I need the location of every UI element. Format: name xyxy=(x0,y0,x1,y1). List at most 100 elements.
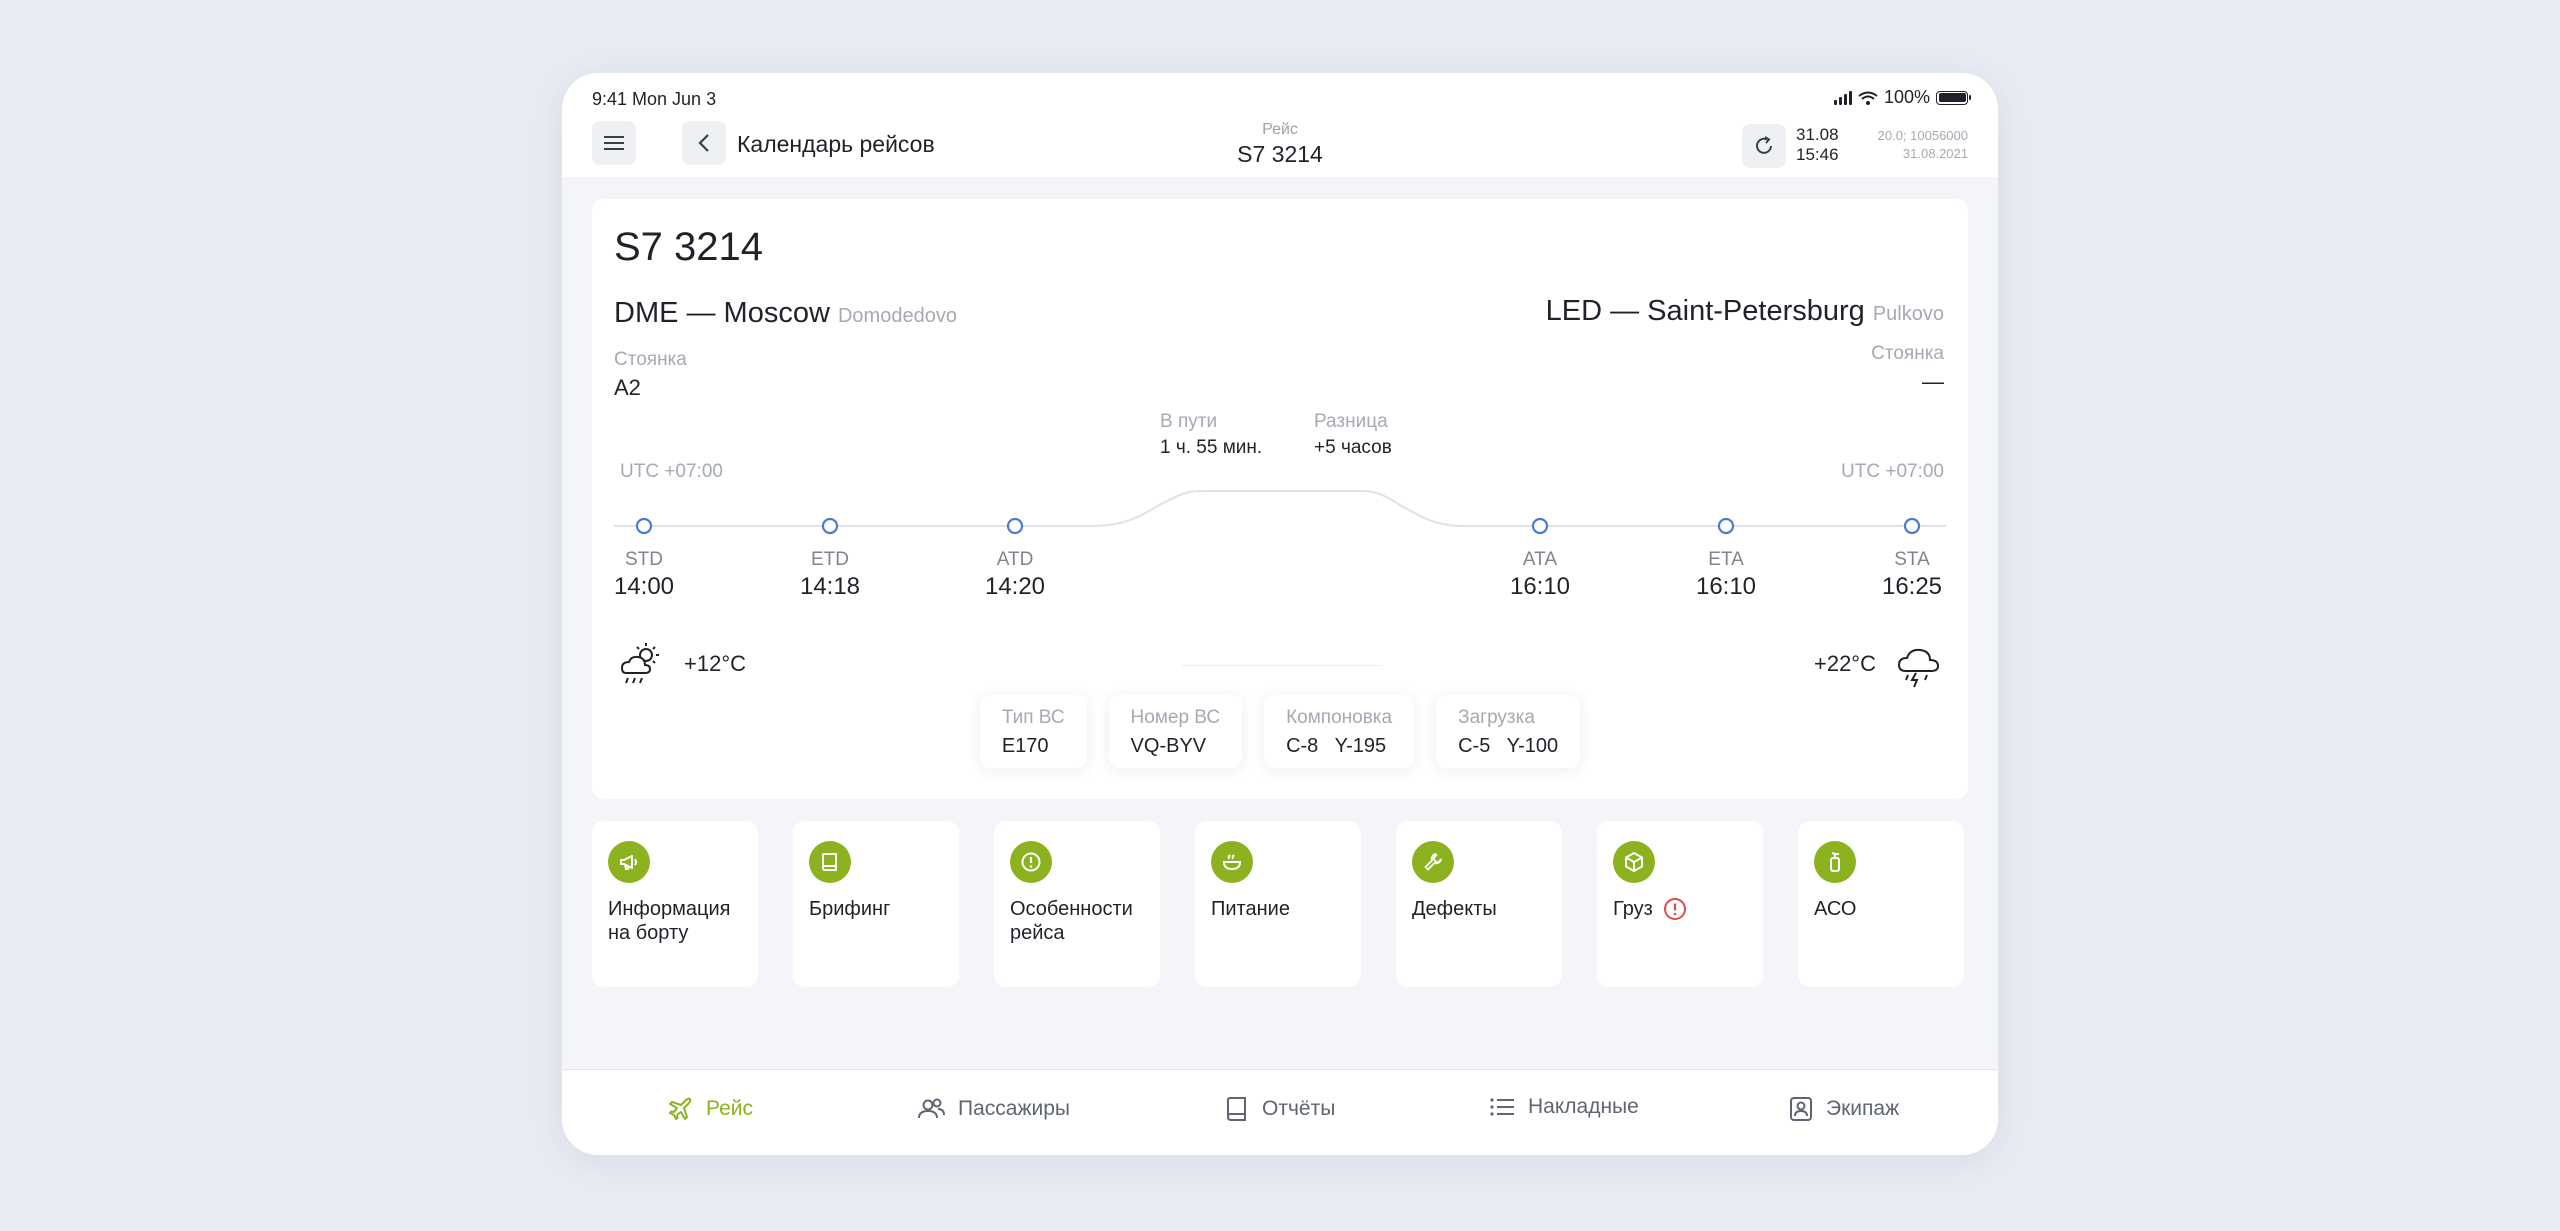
tile-flight-specifics[interactable]: Особенности рейса xyxy=(994,821,1160,987)
megaphone-icon xyxy=(608,841,650,883)
list-icon xyxy=(1490,1098,1514,1116)
timeline-point-atd: ATD 14:20 xyxy=(955,549,1075,601)
arrival-temperature: +22°C xyxy=(1813,651,1876,676)
timeline-point-eta: ETA 16:10 xyxy=(1666,549,1786,601)
timeline-dot-etd xyxy=(821,517,839,535)
battery-icon xyxy=(1936,90,1971,105)
timeline-code: ATA xyxy=(1522,549,1558,570)
status-time: 9:41 Mon Jun 3 xyxy=(592,89,717,109)
time-difference-label: Разница xyxy=(1314,411,1388,432)
report-book-icon xyxy=(1227,1097,1246,1121)
last-sync: 31.08 15:46 xyxy=(1796,125,1839,165)
load-chip: Загрузка C-5 Y-100 xyxy=(1436,695,1581,768)
alert-circle-icon xyxy=(1010,841,1052,883)
timeline-time: 16:10 xyxy=(1695,573,1757,600)
timeline-code: ATD xyxy=(996,549,1034,570)
tile-catering[interactable]: Питание xyxy=(1195,821,1361,987)
flight-timeline xyxy=(614,490,1946,535)
divider xyxy=(1182,665,1382,666)
departure-utc: UTC +07:00 xyxy=(620,461,723,482)
tile-label: Дефекты xyxy=(1412,898,1497,920)
arrival-route: LED — Saint-Petersburg Pulkovo xyxy=(1546,295,1944,328)
page-title: Рейс S7 3214 xyxy=(562,121,1998,168)
last-sync-date: 31.08 xyxy=(1796,125,1839,144)
top-bar: 9:41 Mon Jun 3 100% Календарь рейсов Рей… xyxy=(562,73,1998,177)
users-icon xyxy=(918,1098,945,1119)
aircraft-info: Тип ВС E170 Номер ВС VQ-BYV Компоновка C… xyxy=(592,695,1968,768)
menu-button[interactable] xyxy=(592,121,636,165)
sync-button[interactable] xyxy=(1742,124,1786,168)
tab-label: Экипаж xyxy=(1826,1097,1900,1120)
tab-label: Рейс xyxy=(706,1097,753,1120)
tab-flight[interactable]: Рейс xyxy=(666,1095,753,1123)
plane-icon xyxy=(669,1097,692,1120)
departure-code-city: DME — Moscow xyxy=(614,297,830,329)
arrival-stand: Стоянка — xyxy=(1871,343,1944,395)
tile-onboard-info[interactable]: Информация на борту xyxy=(592,821,758,987)
tile-label: Особенности рейса xyxy=(1010,898,1133,944)
arrival-utc: UTC +07:00 xyxy=(1841,461,1944,482)
flight-number: S7 3214 xyxy=(614,225,764,269)
timeline-time: 14:20 xyxy=(984,573,1046,600)
departure-weather: +12°C xyxy=(616,639,746,689)
tab-passengers[interactable]: Пассажиры xyxy=(916,1095,1070,1123)
app-version: 20.0; 10056000 31.08.2021 xyxy=(1878,127,1968,163)
timeline-code: ETD xyxy=(811,549,849,570)
aircraft-type-value: E170 xyxy=(1001,735,1049,757)
last-sync-time: 15:46 xyxy=(1796,145,1839,164)
status-indicators: 100% xyxy=(1833,87,1971,108)
tile-label: Информация на борту xyxy=(608,898,731,944)
back-link-label[interactable]: Календарь рейсов xyxy=(737,131,935,157)
wifi-icon xyxy=(1858,91,1878,105)
tab-waybills[interactable]: Накладные xyxy=(1488,1095,1639,1119)
cloud-sun-rain-icon xyxy=(620,643,659,684)
cabin-layout-value: C-8 Y-195 xyxy=(1286,735,1387,757)
cabin-layout-chip: Компоновка C-8 Y-195 xyxy=(1264,695,1415,768)
in-flight-value: 1 ч. 55 мин. xyxy=(1160,437,1263,458)
tab-label: Отчёты xyxy=(1262,1097,1336,1120)
arrival-airport: Pulkovo xyxy=(1872,303,1944,325)
aircraft-type-chip: Тип ВС E170 xyxy=(979,695,1087,768)
flight-card: S7 3214 DME — Moscow Domodedovo LED — Sa… xyxy=(592,199,1968,799)
in-flight-duration: В пути 1 ч. 55 мин. xyxy=(1160,411,1262,459)
aircraft-reg-label: Номер ВС xyxy=(1130,707,1221,728)
signal-icon xyxy=(1833,90,1852,105)
tile-defects[interactable]: Дефекты xyxy=(1396,821,1562,987)
tab-crew[interactable]: Экипаж xyxy=(1788,1095,1899,1123)
timeline-point-ata: ATA 16:10 xyxy=(1480,549,1600,601)
tab-reports[interactable]: Отчёты xyxy=(1224,1095,1335,1123)
section-tiles: Информация на борту Брифинг Особенности … xyxy=(592,821,1964,987)
meal-bowl-icon xyxy=(1211,841,1253,883)
timeline-dot-std xyxy=(635,517,653,535)
box-icon xyxy=(1613,841,1655,883)
tablet-screen: 9:41 Mon Jun 3 100% Календарь рейсов Рей… xyxy=(562,73,1998,1155)
tile-briefing[interactable]: Брифинг xyxy=(793,821,959,987)
timeline-point-std: STD 14:00 xyxy=(584,549,704,601)
cabin-layout-label: Компоновка xyxy=(1286,707,1393,728)
crew-badge-icon xyxy=(1790,1097,1812,1121)
hamburger-icon xyxy=(604,136,624,150)
app-version-date: 31.08.2021 xyxy=(1902,146,1968,161)
wrench-icon xyxy=(1412,841,1454,883)
aircraft-type-label: Тип ВС xyxy=(1001,707,1065,728)
fire-extinguisher-icon xyxy=(1814,841,1856,883)
alert-red-icon xyxy=(1663,898,1686,920)
time-difference-value: +5 часов xyxy=(1314,437,1392,458)
departure-route: DME — Moscow Domodedovo xyxy=(614,297,957,330)
departure-airport: Domodedovo xyxy=(837,305,957,327)
arrival-stand-label: Стоянка xyxy=(1871,343,1944,364)
load-value: C-5 Y-100 xyxy=(1458,735,1559,757)
tile-cargo[interactable]: Груз xyxy=(1597,821,1763,987)
tile-label: Груз xyxy=(1613,898,1653,920)
tile-aso[interactable]: АСО xyxy=(1798,821,1964,987)
page-title-sub: Рейс xyxy=(1262,121,1298,138)
aircraft-reg-value: VQ-BYV xyxy=(1130,735,1207,757)
battery-percent: 100% xyxy=(1883,87,1930,107)
time-difference: Разница +5 часов xyxy=(1314,411,1392,459)
timeline-code: STA xyxy=(1894,549,1930,570)
timeline-code: ETA xyxy=(1708,549,1744,570)
tab-label: Накладные xyxy=(1528,1095,1639,1118)
timeline-time: 16:10 xyxy=(1509,573,1571,600)
timeline-code: STD xyxy=(625,549,663,570)
back-button[interactable] xyxy=(682,121,726,165)
